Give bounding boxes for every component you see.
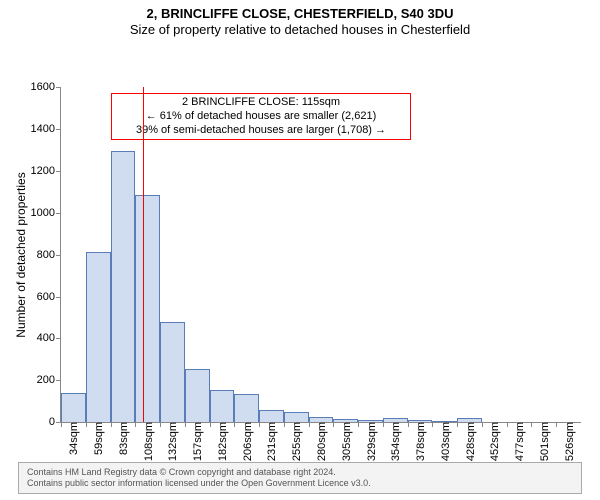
x-tick-mark (507, 422, 508, 427)
x-tick-mark (457, 422, 458, 427)
x-tick-label: 428sqm (463, 422, 477, 461)
x-tick-mark (284, 422, 285, 427)
x-tick-label: 452sqm (487, 422, 501, 461)
x-tick-mark (358, 422, 359, 427)
chart-area: 2 BRINCLIFFE CLOSE: 115sqm ← 61% of deta… (0, 37, 600, 480)
histogram-bar (160, 322, 185, 423)
x-tick-mark (135, 422, 136, 427)
copyright-box: Contains HM Land Registry data © Crown c… (18, 462, 582, 495)
y-tick-label: 600 (37, 291, 61, 303)
x-tick-label: 305sqm (339, 422, 353, 461)
histogram-bar (86, 252, 111, 423)
histogram-bar (61, 393, 86, 422)
x-tick-mark (408, 422, 409, 427)
annotation-line-3: 39% of semi-detached houses are larger (… (118, 124, 404, 138)
annotation-line-1: 2 BRINCLIFFE CLOSE: 115sqm (118, 96, 404, 110)
x-tick-label: 231sqm (264, 422, 278, 461)
histogram-bar (210, 390, 235, 422)
plot-box: 2 BRINCLIFFE CLOSE: 115sqm ← 61% of deta… (60, 87, 581, 423)
x-tick-label: 501sqm (537, 422, 551, 461)
histogram-bar (185, 369, 210, 422)
copyright-line-1: Contains HM Land Registry data © Crown c… (27, 467, 573, 478)
histogram-bar (284, 412, 309, 422)
x-tick-mark (309, 422, 310, 427)
x-tick-label: 108sqm (141, 422, 155, 461)
y-tick-label: 1400 (31, 123, 61, 135)
y-tick-label: 400 (37, 332, 61, 344)
y-tick-label: 1000 (31, 207, 61, 219)
x-tick-label: 34sqm (66, 422, 80, 455)
x-tick-label: 526sqm (562, 422, 576, 461)
reference-line (143, 87, 144, 422)
x-tick-mark (86, 422, 87, 427)
x-tick-mark (210, 422, 211, 427)
x-tick-label: 354sqm (388, 422, 402, 461)
x-tick-mark (61, 422, 62, 427)
y-axis-label: Number of detached properties (14, 172, 28, 337)
x-tick-mark (234, 422, 235, 427)
x-tick-label: 329sqm (364, 422, 378, 461)
x-tick-mark (432, 422, 433, 427)
x-tick-mark (383, 422, 384, 427)
y-tick-label: 0 (49, 416, 61, 428)
x-tick-label: 157sqm (190, 422, 204, 461)
y-tick-label: 1200 (31, 165, 61, 177)
x-tick-label: 378sqm (413, 422, 427, 461)
chart-subtitle: Size of property relative to detached ho… (0, 22, 600, 38)
x-tick-label: 83sqm (116, 422, 130, 455)
x-tick-label: 255sqm (289, 422, 303, 461)
chart-supertitle: 2, BRINCLIFFE CLOSE, CHESTERFIELD, S40 3… (0, 6, 600, 22)
x-tick-label: 280sqm (314, 422, 328, 461)
x-tick-mark (531, 422, 532, 427)
x-tick-label: 59sqm (91, 422, 105, 455)
x-tick-label: 182sqm (215, 422, 229, 461)
x-tick-mark (259, 422, 260, 427)
x-tick-label: 403sqm (438, 422, 452, 461)
x-tick-label: 206sqm (240, 422, 254, 461)
annotation-line-2: ← 61% of detached houses are smaller (2,… (118, 110, 404, 124)
x-tick-mark (111, 422, 112, 427)
annotation-box: 2 BRINCLIFFE CLOSE: 115sqm ← 61% of deta… (111, 93, 411, 140)
y-tick-label: 1600 (31, 81, 61, 93)
page-root: 2, BRINCLIFFE CLOSE, CHESTERFIELD, S40 3… (0, 0, 600, 500)
x-tick-mark (333, 422, 334, 427)
x-tick-mark (482, 422, 483, 427)
x-tick-mark (185, 422, 186, 427)
copyright-line-2: Contains public sector information licen… (27, 478, 573, 489)
histogram-bar (111, 151, 136, 422)
histogram-bar (234, 394, 259, 422)
y-tick-label: 200 (37, 374, 61, 386)
x-tick-mark (160, 422, 161, 427)
histogram-bar (135, 195, 160, 422)
y-tick-label: 800 (37, 249, 61, 261)
x-tick-label: 132sqm (165, 422, 179, 461)
histogram-bar (259, 410, 284, 423)
x-tick-label: 477sqm (512, 422, 526, 461)
x-tick-mark (556, 422, 557, 427)
